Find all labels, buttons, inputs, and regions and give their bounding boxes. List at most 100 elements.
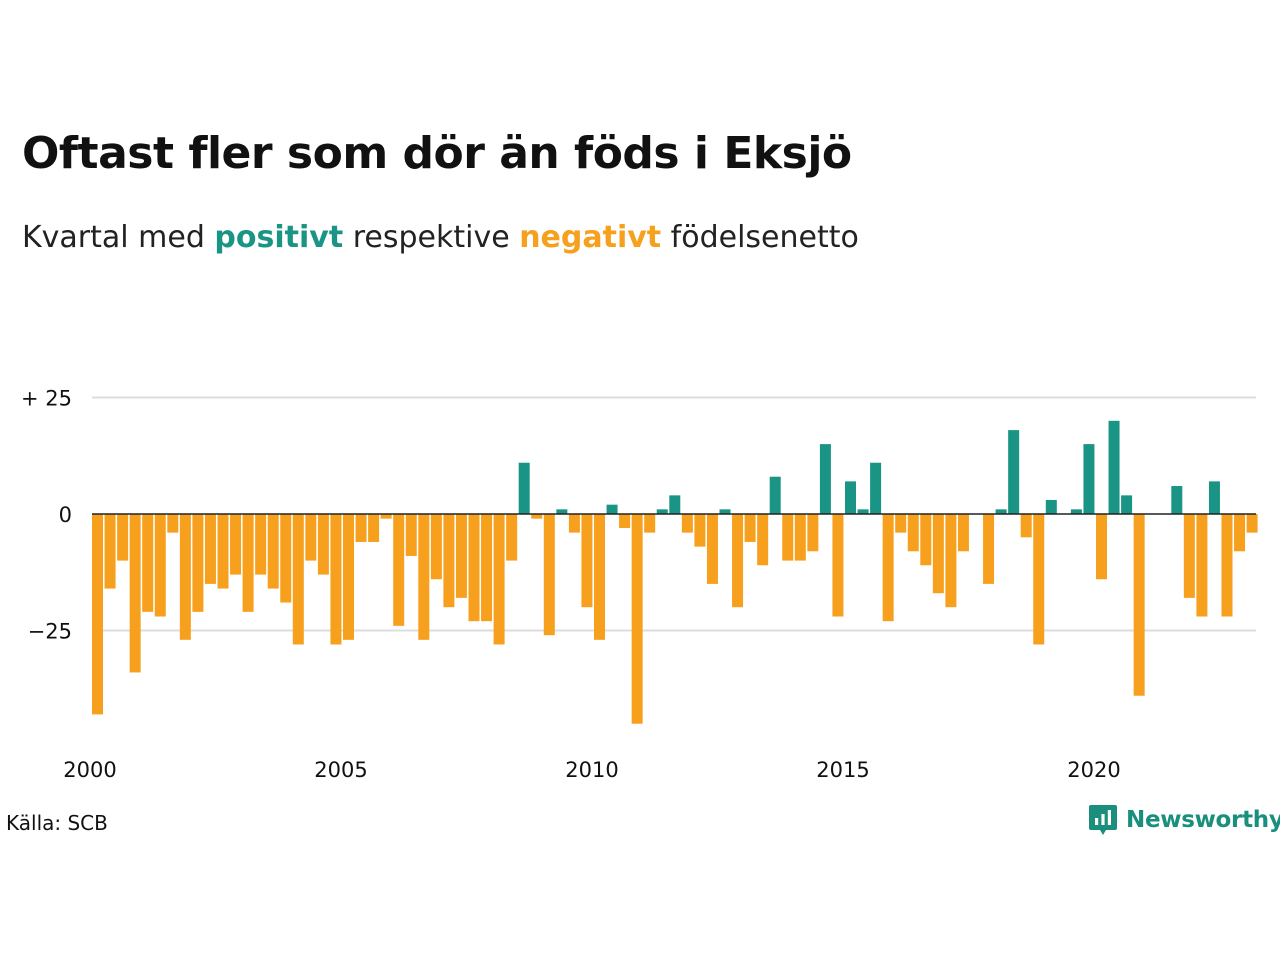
bar: [669, 495, 681, 514]
y-tick-label: 0: [59, 503, 72, 527]
bar: [782, 514, 794, 561]
x-tick-label: 2005: [314, 758, 367, 782]
newsworthy-logo-icon: [1089, 805, 1117, 835]
bar: [1096, 514, 1107, 580]
bar: [845, 481, 856, 514]
bar: [1033, 514, 1045, 645]
bar: [1108, 420, 1120, 514]
bar: [518, 462, 530, 514]
bar: [945, 514, 957, 608]
bar: [142, 514, 154, 612]
bar: [443, 514, 455, 608]
bar: [1246, 514, 1258, 533]
bar: [744, 514, 756, 542]
bar: [267, 514, 279, 589]
bar: [481, 514, 493, 622]
bar: [1008, 430, 1020, 514]
bar: [619, 514, 631, 528]
bar: [531, 514, 543, 519]
bar: [192, 514, 204, 612]
bar: [380, 514, 392, 519]
bar: [644, 514, 656, 533]
bar: [1083, 444, 1095, 514]
bar: [1171, 486, 1183, 514]
x-tick-label: 2015: [816, 758, 869, 782]
bar: [1208, 481, 1220, 514]
bar: [430, 514, 442, 580]
bar: [1121, 495, 1133, 514]
bar: [1020, 514, 1032, 538]
bar: [493, 514, 505, 645]
y-tick-label: −25: [28, 620, 72, 644]
bar: [1070, 509, 1082, 514]
bar: [732, 514, 744, 608]
bar: [819, 444, 831, 514]
subtitle-text-3: födelsenetto: [661, 220, 859, 255]
bar: [932, 514, 944, 594]
bar: [1234, 514, 1246, 552]
bar: [907, 514, 919, 552]
subtitle-negative-word: negativt: [519, 220, 662, 255]
bar: [995, 509, 1007, 514]
bar: [506, 514, 518, 561]
bar: [694, 514, 706, 547]
bar: [606, 504, 618, 514]
bar: [217, 514, 229, 589]
source-note: Källa: SCB: [6, 811, 108, 835]
bar: [104, 514, 116, 589]
bar: [167, 514, 179, 533]
bar: [706, 514, 718, 584]
x-tick-label: 2020: [1067, 758, 1120, 782]
bar: [468, 514, 480, 622]
x-tick-label: 2010: [565, 758, 618, 782]
bar: [393, 514, 405, 626]
bar: [355, 514, 367, 542]
bar: [794, 514, 806, 561]
bar: [255, 514, 267, 575]
bar: [418, 514, 430, 640]
bar: [568, 514, 580, 533]
bar: [983, 514, 995, 584]
bar: [1045, 500, 1057, 514]
bar: [895, 514, 907, 533]
bar: [330, 514, 342, 645]
bar: [920, 514, 932, 566]
bar: [305, 514, 317, 561]
bar: [230, 514, 242, 575]
bar: [857, 509, 869, 514]
bar: [631, 514, 643, 724]
bar: [1221, 514, 1233, 617]
bar: [405, 514, 417, 556]
bar: [242, 514, 254, 612]
bar: [581, 514, 593, 608]
bar: [556, 509, 568, 514]
bar: [343, 514, 354, 640]
bar: [117, 514, 129, 561]
subtitle-text-2: respektive: [343, 220, 520, 255]
chart-title: Oftast fler som dör än föds i Eksjö: [22, 128, 852, 179]
bar: [870, 462, 882, 514]
bar: [594, 514, 605, 640]
bar: [455, 514, 467, 598]
brand-name: Newsworthy: [1126, 807, 1280, 833]
bar: [832, 514, 844, 617]
subtitle-text-1: Kvartal med: [22, 220, 215, 255]
bar: [317, 514, 329, 575]
bar: [769, 476, 781, 514]
bar: [1183, 514, 1195, 598]
bar: [368, 514, 380, 542]
bar: [204, 514, 216, 584]
bar: [154, 514, 166, 617]
bar: [1196, 514, 1208, 617]
bar: [681, 514, 693, 533]
bar: [656, 509, 668, 514]
y-tick-label: + 25: [21, 387, 72, 411]
bar: [280, 514, 292, 603]
chart-subtitle: Kvartal med positivt respektive negativt…: [22, 220, 859, 255]
bar: [757, 514, 769, 566]
bar-chart: + 25 0 −25 2000 2005 2010 2015 2020: [21, 387, 1258, 782]
bar: [179, 514, 191, 640]
bar: [807, 514, 819, 552]
bar: [882, 514, 894, 622]
bar: [1133, 514, 1145, 696]
